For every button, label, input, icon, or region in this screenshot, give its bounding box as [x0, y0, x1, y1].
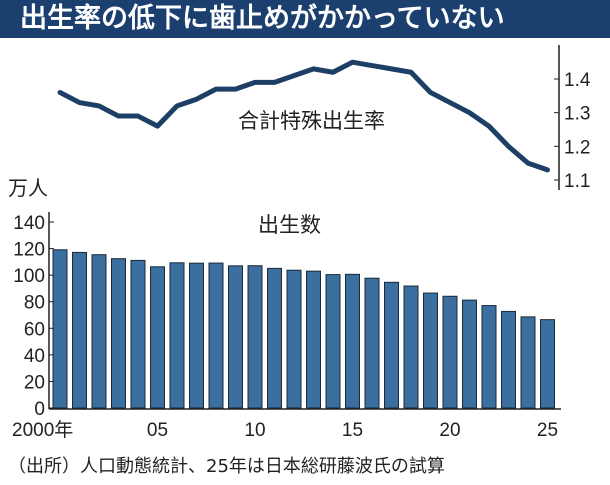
- bar-2020: [442, 295, 458, 409]
- bar-x-tick-label-20: 20: [439, 420, 460, 441]
- bar-2000: [52, 249, 68, 409]
- bar-y-tick-label-120: 120: [13, 240, 45, 261]
- source-note: （出所）人口動態統計、25年は日本総研藤波氏の試算: [8, 456, 445, 477]
- line-series-label: 合計特殊出生率: [238, 110, 385, 133]
- bar-2024: [520, 316, 536, 409]
- bar-2003: [111, 258, 126, 409]
- bar-2025: [540, 319, 555, 409]
- line-y-tick-label-1.2: 1.2: [564, 137, 590, 158]
- bar-2022: [481, 305, 497, 409]
- bar-x-tick-label-10: 10: [244, 420, 265, 441]
- bar-2007: [189, 262, 204, 409]
- bar-2011: [267, 267, 282, 409]
- bar-y-tick-label-40: 40: [24, 346, 45, 367]
- bar-y-tick-label-60: 60: [24, 319, 45, 340]
- bar-2014: [325, 274, 341, 409]
- bar-series-label: 出生数: [258, 214, 321, 237]
- bar-2012: [286, 269, 302, 409]
- line-y-tick-label-1.4: 1.4: [564, 70, 591, 91]
- bar-2018: [403, 285, 419, 409]
- bar-2023: [501, 310, 516, 409]
- bar-2015: [345, 273, 360, 409]
- bar-2002: [91, 254, 107, 409]
- bar-2005: [150, 266, 165, 409]
- bar-2004: [130, 259, 146, 409]
- bar-y-tick-label-100: 100: [13, 266, 45, 287]
- chart-title: 出生率の低下に歯止めがかかっていない: [0, 0, 610, 38]
- bar-2001: [72, 251, 87, 409]
- bar-x-tick-label-25: 25: [537, 420, 558, 441]
- bar-y-tick-label-0: 0: [34, 399, 45, 420]
- line-y-tick-label-1.1: 1.1: [564, 171, 590, 192]
- line-y-tick-label-1.3: 1.3: [564, 104, 590, 125]
- bar-2017: [384, 281, 399, 409]
- bar-y-tick-label-140: 140: [13, 213, 45, 234]
- bar-2019: [423, 292, 438, 409]
- bar-2016: [364, 277, 380, 409]
- bar-2021: [462, 299, 477, 409]
- bar-2009: [228, 265, 243, 409]
- line-series-fertility-rate: [57, 59, 550, 173]
- bar-2008: [208, 262, 224, 409]
- bar-2010: [247, 265, 263, 409]
- bar-x-tick-label-05: 05: [147, 420, 168, 441]
- bar-unit-label: 万人: [8, 177, 48, 200]
- bar-2006: [169, 262, 185, 409]
- bar-2013: [306, 270, 321, 409]
- bar-x-tick-label-2000年: 2000年: [12, 419, 73, 441]
- bar-x-tick-label-15: 15: [342, 420, 363, 441]
- bar-y-tick-label-80: 80: [24, 293, 45, 314]
- bar-y-tick-label-20: 20: [24, 372, 45, 393]
